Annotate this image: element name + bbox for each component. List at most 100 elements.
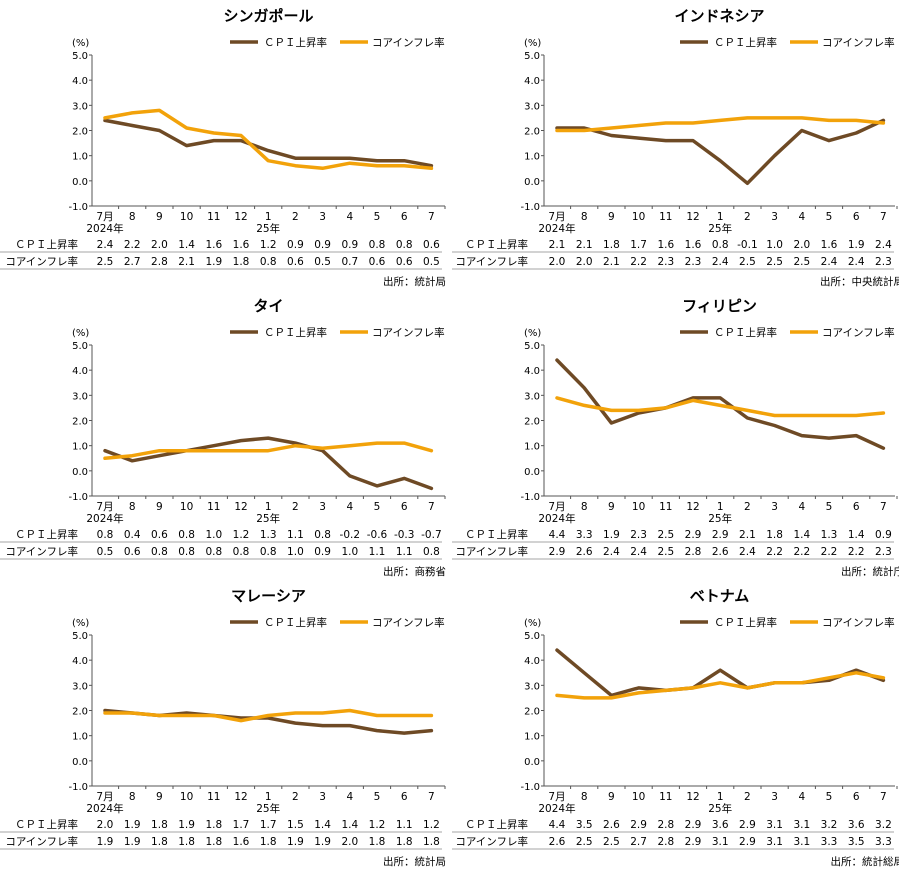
- table-cell: 3.2: [821, 819, 838, 831]
- x-tick-label: 7月: [96, 501, 113, 513]
- table-cell: 1.7: [233, 819, 250, 831]
- table-cell: 1.9: [603, 529, 620, 541]
- x-tick-sublabel: 2024年: [86, 222, 123, 235]
- table-cell: 2.0: [793, 239, 810, 251]
- table-cell: 1.4: [178, 239, 195, 251]
- table-cell: 1.2: [423, 819, 440, 831]
- table-cell: 1.8: [233, 256, 250, 268]
- y-tick-label: 5.0: [524, 51, 540, 62]
- table-cell: 1.8: [205, 836, 222, 848]
- table-cell: 2.5: [657, 529, 674, 541]
- x-tick-sublabel: 2024年: [538, 222, 575, 235]
- table-cell: 3.1: [793, 819, 810, 831]
- table-cell: 2.4: [739, 546, 756, 558]
- y-tick-label: -1.0: [68, 492, 88, 503]
- x-tick-label: 12: [234, 791, 247, 803]
- table-cell: 1.3: [260, 529, 277, 541]
- x-tick-label: 11: [207, 791, 220, 803]
- table-cell: 2.1: [739, 529, 756, 541]
- table-cell: 0.8: [205, 546, 222, 558]
- table-cell: 2.2: [124, 239, 141, 251]
- table-cell: 1.6: [685, 239, 702, 251]
- table-cell: 2.3: [685, 256, 702, 268]
- table-cell: 1.9: [97, 836, 114, 848]
- chart-title: ベトナム: [690, 587, 750, 605]
- table-cell: 0.9: [314, 239, 331, 251]
- x-tick-label: 4: [346, 791, 353, 803]
- table-cell: 2.6: [549, 836, 566, 848]
- x-tick-label: 1: [265, 791, 272, 803]
- y-tick-label: 2.0: [524, 417, 540, 428]
- series-line-core: [555, 671, 886, 700]
- x-tick-label: 10: [632, 211, 645, 223]
- y-tick-label: 1.0: [72, 732, 88, 743]
- table-cell: 1.0: [287, 546, 304, 558]
- chart-panel: シンガポール(%) ＣＰＩ上昇率 コアインフレ率5.04.03.02.01.00.0…: [0, 7, 446, 288]
- table-cell: 0.8: [396, 239, 413, 251]
- table-cell: 0.8: [178, 546, 195, 558]
- x-tick-label: 10: [180, 501, 193, 513]
- table-cell: 0.9: [341, 239, 358, 251]
- legend-core-label: コアインフレ率: [372, 326, 445, 339]
- table-cell: 1.8: [369, 836, 386, 848]
- y-tick-label: 5.0: [524, 341, 540, 352]
- x-tick-label: 4: [798, 211, 805, 223]
- x-tick-label: 3: [319, 501, 326, 513]
- x-tick-sublabel: 25年: [708, 802, 732, 815]
- table-cell: 0.6: [396, 256, 413, 268]
- table-cell: 1.6: [233, 239, 250, 251]
- y-tick-label: 0.0: [524, 177, 540, 188]
- x-tick-sublabel: 2024年: [538, 802, 575, 815]
- table-cell: 2.4: [875, 239, 892, 251]
- x-tick-sublabel: 25年: [708, 512, 732, 525]
- x-tick-sublabel: 25年: [256, 802, 280, 815]
- x-tick-label: 7: [428, 501, 435, 513]
- table-cell: 2.9: [685, 836, 702, 848]
- table-cell: 1.5: [287, 819, 304, 831]
- table-cell: 2.8: [685, 546, 702, 558]
- table-cell: 1.7: [260, 819, 277, 831]
- table-cell: 1.9: [848, 239, 865, 251]
- table-cell: 3.1: [766, 819, 783, 831]
- table-row-label: コアインフレ率: [455, 835, 528, 848]
- table-cell: 0.8: [369, 239, 386, 251]
- table-cell: 1.8: [603, 239, 620, 251]
- table-cell: 1.1: [287, 529, 304, 541]
- y-tick-label: 0.0: [72, 757, 88, 768]
- series-line-cpi: [555, 648, 886, 698]
- table-cell: 1.0: [205, 529, 222, 541]
- x-tick-label: 11: [659, 501, 672, 513]
- y-tick-label: 0.0: [524, 467, 540, 478]
- legend-cpi-label: ＣＰＩ上昇率: [264, 36, 327, 49]
- table-cell: 2.9: [549, 546, 566, 558]
- x-tick-label: 11: [207, 501, 220, 513]
- x-tick-label: 12: [234, 211, 247, 223]
- x-tick-label: 5: [374, 791, 381, 803]
- x-tick-label: 2: [292, 211, 299, 223]
- x-tick-label: 9: [608, 791, 615, 803]
- table-cell: 2.1: [603, 256, 620, 268]
- table-cell: 1.4: [314, 819, 331, 831]
- x-tick-label: 2: [744, 501, 751, 513]
- chart-panel: ベトナム(%) ＣＰＩ上昇率 コアインフレ率5.04.03.02.01.00.0-1…: [452, 587, 899, 868]
- table-cell: 0.5: [423, 256, 440, 268]
- table-cell: 2.3: [875, 546, 892, 558]
- table-cell: 2.6: [712, 546, 729, 558]
- table-cell: 3.1: [793, 836, 810, 848]
- x-tick-label: 1: [265, 211, 272, 223]
- y-tick-label: 2.0: [524, 127, 540, 138]
- legend-core-label: コアインフレ率: [822, 326, 895, 339]
- table-cell: 2.9: [630, 819, 647, 831]
- table-cell: 3.1: [712, 836, 729, 848]
- table-cell: 0.4: [124, 529, 141, 541]
- table-cell: 3.3: [821, 836, 838, 848]
- table-cell: 3.3: [875, 836, 892, 848]
- x-tick-label: 6: [401, 791, 408, 803]
- x-tick-label: 6: [401, 211, 408, 223]
- x-tick-label: 9: [156, 791, 163, 803]
- table-cell: 2.8: [657, 836, 674, 848]
- table-cell: 1.8: [766, 529, 783, 541]
- table-cell: 1.3: [821, 529, 838, 541]
- table-cell: 1.8: [178, 836, 195, 848]
